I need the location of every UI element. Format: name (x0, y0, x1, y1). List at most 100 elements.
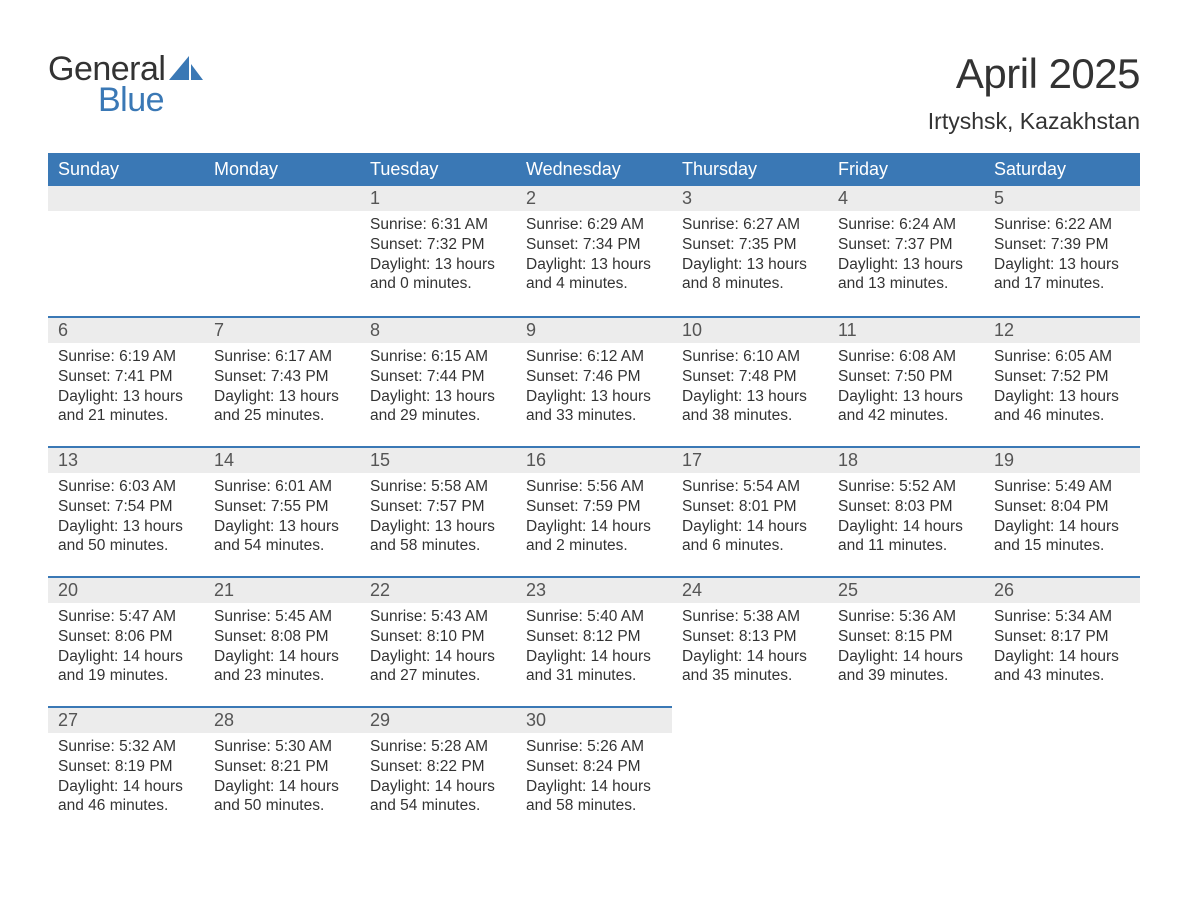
calendar-day-cell: 29Sunrise: 5:28 AMSunset: 8:22 PMDayligh… (360, 706, 516, 836)
daylight-text: Daylight: 14 hours and 58 minutes. (526, 777, 662, 817)
calendar-week-row: 27Sunrise: 5:32 AMSunset: 8:19 PMDayligh… (48, 706, 1140, 836)
day-details: Sunrise: 5:30 AMSunset: 8:21 PMDaylight:… (204, 733, 360, 822)
day-number-band: 10 (672, 316, 828, 343)
sunrise-text: Sunrise: 5:56 AM (526, 477, 662, 497)
daylight-text: Daylight: 14 hours and 43 minutes. (994, 647, 1130, 687)
sunset-text: Sunset: 7:44 PM (370, 367, 506, 387)
day-number-band: 29 (360, 706, 516, 733)
sunset-text: Sunset: 7:57 PM (370, 497, 506, 517)
sunset-text: Sunset: 7:41 PM (58, 367, 194, 387)
day-details: Sunrise: 5:38 AMSunset: 8:13 PMDaylight:… (672, 603, 828, 692)
day-number-band: 12 (984, 316, 1140, 343)
day-number-band-empty (204, 186, 360, 211)
calendar-day-cell: 6Sunrise: 6:19 AMSunset: 7:41 PMDaylight… (48, 316, 204, 446)
sunrise-text: Sunrise: 5:38 AM (682, 607, 818, 627)
day-number-band: 7 (204, 316, 360, 343)
calendar-day-cell: 11Sunrise: 6:08 AMSunset: 7:50 PMDayligh… (828, 316, 984, 446)
daylight-text: Daylight: 14 hours and 35 minutes. (682, 647, 818, 687)
day-details: Sunrise: 6:27 AMSunset: 7:35 PMDaylight:… (672, 211, 828, 300)
calendar-day-cell: 4Sunrise: 6:24 AMSunset: 7:37 PMDaylight… (828, 186, 984, 316)
weekday-header: Thursday (672, 153, 828, 186)
calendar-day-cell: 3Sunrise: 6:27 AMSunset: 7:35 PMDaylight… (672, 186, 828, 316)
calendar-day-cell: 21Sunrise: 5:45 AMSunset: 8:08 PMDayligh… (204, 576, 360, 706)
brand-logo: General Blue (48, 50, 203, 120)
sunset-text: Sunset: 8:04 PM (994, 497, 1130, 517)
day-details: Sunrise: 5:36 AMSunset: 8:15 PMDaylight:… (828, 603, 984, 692)
sunrise-text: Sunrise: 6:12 AM (526, 347, 662, 367)
calendar-table: SundayMondayTuesdayWednesdayThursdayFrid… (48, 153, 1140, 836)
sunrise-text: Sunrise: 6:27 AM (682, 215, 818, 235)
day-details: Sunrise: 5:26 AMSunset: 8:24 PMDaylight:… (516, 733, 672, 822)
page-header: General Blue April 2025 Irtyshsk, Kazakh… (48, 50, 1140, 135)
calendar-day-cell: 19Sunrise: 5:49 AMSunset: 8:04 PMDayligh… (984, 446, 1140, 576)
day-details: Sunrise: 6:19 AMSunset: 7:41 PMDaylight:… (48, 343, 204, 432)
day-number-band: 17 (672, 446, 828, 473)
daylight-text: Daylight: 14 hours and 31 minutes. (526, 647, 662, 687)
sunset-text: Sunset: 7:55 PM (214, 497, 350, 517)
sunrise-text: Sunrise: 5:49 AM (994, 477, 1130, 497)
daylight-text: Daylight: 13 hours and 4 minutes. (526, 255, 662, 295)
sunrise-text: Sunrise: 5:28 AM (370, 737, 506, 757)
weekday-header: Saturday (984, 153, 1140, 186)
day-details: Sunrise: 5:56 AMSunset: 7:59 PMDaylight:… (516, 473, 672, 562)
sunrise-text: Sunrise: 5:32 AM (58, 737, 194, 757)
calendar-day-cell: 13Sunrise: 6:03 AMSunset: 7:54 PMDayligh… (48, 446, 204, 576)
day-number-band: 28 (204, 706, 360, 733)
day-details: Sunrise: 6:31 AMSunset: 7:32 PMDaylight:… (360, 211, 516, 300)
calendar-day-cell (984, 706, 1140, 836)
calendar-day-cell: 30Sunrise: 5:26 AMSunset: 8:24 PMDayligh… (516, 706, 672, 836)
sunrise-text: Sunrise: 6:05 AM (994, 347, 1130, 367)
calendar-day-cell: 5Sunrise: 6:22 AMSunset: 7:39 PMDaylight… (984, 186, 1140, 316)
day-details: Sunrise: 6:17 AMSunset: 7:43 PMDaylight:… (204, 343, 360, 432)
daylight-text: Daylight: 13 hours and 25 minutes. (214, 387, 350, 427)
sunrise-text: Sunrise: 6:03 AM (58, 477, 194, 497)
day-number-band: 6 (48, 316, 204, 343)
sunrise-text: Sunrise: 6:24 AM (838, 215, 974, 235)
sunrise-text: Sunrise: 6:01 AM (214, 477, 350, 497)
calendar-week-row: 13Sunrise: 6:03 AMSunset: 7:54 PMDayligh… (48, 446, 1140, 576)
daylight-text: Daylight: 14 hours and 54 minutes. (370, 777, 506, 817)
day-details: Sunrise: 5:47 AMSunset: 8:06 PMDaylight:… (48, 603, 204, 692)
day-details: Sunrise: 5:43 AMSunset: 8:10 PMDaylight:… (360, 603, 516, 692)
calendar-day-cell: 23Sunrise: 5:40 AMSunset: 8:12 PMDayligh… (516, 576, 672, 706)
sunrise-text: Sunrise: 5:54 AM (682, 477, 818, 497)
sunrise-text: Sunrise: 5:30 AM (214, 737, 350, 757)
sunrise-text: Sunrise: 5:47 AM (58, 607, 194, 627)
day-details: Sunrise: 5:34 AMSunset: 8:17 PMDaylight:… (984, 603, 1140, 692)
calendar-day-cell: 24Sunrise: 5:38 AMSunset: 8:13 PMDayligh… (672, 576, 828, 706)
sunrise-text: Sunrise: 6:08 AM (838, 347, 974, 367)
sunset-text: Sunset: 8:10 PM (370, 627, 506, 647)
calendar-day-cell: 15Sunrise: 5:58 AMSunset: 7:57 PMDayligh… (360, 446, 516, 576)
calendar-page: General Blue April 2025 Irtyshsk, Kazakh… (0, 0, 1188, 918)
day-number-band: 14 (204, 446, 360, 473)
calendar-day-cell: 28Sunrise: 5:30 AMSunset: 8:21 PMDayligh… (204, 706, 360, 836)
daylight-text: Daylight: 13 hours and 17 minutes. (994, 255, 1130, 295)
day-number-band: 20 (48, 576, 204, 603)
day-details: Sunrise: 6:12 AMSunset: 7:46 PMDaylight:… (516, 343, 672, 432)
day-details: Sunrise: 6:10 AMSunset: 7:48 PMDaylight:… (672, 343, 828, 432)
day-number-band: 15 (360, 446, 516, 473)
calendar-day-cell: 18Sunrise: 5:52 AMSunset: 8:03 PMDayligh… (828, 446, 984, 576)
weekday-header-row: SundayMondayTuesdayWednesdayThursdayFrid… (48, 153, 1140, 186)
sunrise-text: Sunrise: 5:34 AM (994, 607, 1130, 627)
daylight-text: Daylight: 14 hours and 23 minutes. (214, 647, 350, 687)
calendar-day-cell: 9Sunrise: 6:12 AMSunset: 7:46 PMDaylight… (516, 316, 672, 446)
day-details: Sunrise: 6:01 AMSunset: 7:55 PMDaylight:… (204, 473, 360, 562)
sunrise-text: Sunrise: 5:58 AM (370, 477, 506, 497)
day-details: Sunrise: 6:08 AMSunset: 7:50 PMDaylight:… (828, 343, 984, 432)
calendar-day-cell: 16Sunrise: 5:56 AMSunset: 7:59 PMDayligh… (516, 446, 672, 576)
daylight-text: Daylight: 13 hours and 46 minutes. (994, 387, 1130, 427)
calendar-day-cell: 22Sunrise: 5:43 AMSunset: 8:10 PMDayligh… (360, 576, 516, 706)
sunset-text: Sunset: 7:43 PM (214, 367, 350, 387)
day-details: Sunrise: 5:28 AMSunset: 8:22 PMDaylight:… (360, 733, 516, 822)
daylight-text: Daylight: 13 hours and 8 minutes. (682, 255, 818, 295)
daylight-text: Daylight: 13 hours and 0 minutes. (370, 255, 506, 295)
day-details: Sunrise: 5:54 AMSunset: 8:01 PMDaylight:… (672, 473, 828, 562)
daylight-text: Daylight: 14 hours and 39 minutes. (838, 647, 974, 687)
calendar-day-cell (672, 706, 828, 836)
weekday-header: Monday (204, 153, 360, 186)
location-subtitle: Irtyshsk, Kazakhstan (928, 108, 1140, 135)
sunset-text: Sunset: 8:06 PM (58, 627, 194, 647)
daylight-text: Daylight: 14 hours and 11 minutes. (838, 517, 974, 557)
day-number-band: 11 (828, 316, 984, 343)
